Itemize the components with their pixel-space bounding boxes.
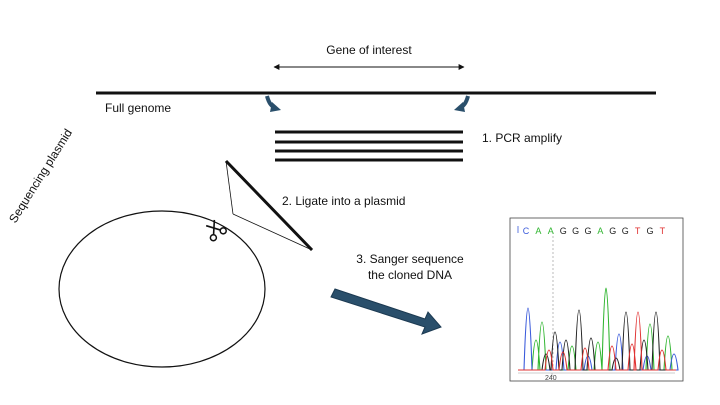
base-call: A bbox=[597, 226, 603, 236]
step1-label: 1. PCR amplify bbox=[482, 131, 563, 145]
base-call: A bbox=[548, 226, 554, 236]
plasmid-circle bbox=[58, 210, 266, 368]
insert-fragment bbox=[224, 159, 314, 252]
base-call: G bbox=[572, 226, 579, 236]
base-call: T bbox=[660, 226, 666, 236]
full-genome-label: Full genome bbox=[105, 101, 172, 115]
trace-G bbox=[518, 309, 676, 371]
primer-arrow-left bbox=[265, 95, 281, 112]
scissors-icon bbox=[205, 219, 227, 242]
base-call: G bbox=[584, 226, 591, 236]
sequence-arrow bbox=[330, 288, 442, 335]
guide-line-top bbox=[225, 160, 234, 215]
trace-T bbox=[518, 311, 676, 371]
gene-of-interest-label: Gene of interest bbox=[326, 43, 412, 57]
base-call: G bbox=[609, 226, 616, 236]
primer-arrow-right bbox=[454, 95, 470, 112]
chromatogram-position-label: 240 bbox=[545, 375, 557, 382]
step3-label-line2: the cloned DNA bbox=[367, 268, 453, 282]
base-call: C bbox=[523, 226, 530, 236]
base-call: G bbox=[646, 226, 653, 236]
step3-label-line1: 3. Sanger sequence bbox=[356, 252, 464, 266]
chromatogram-traces bbox=[518, 287, 679, 371]
step2-label: 2. Ligate into a plasmid bbox=[282, 194, 406, 208]
pcr-products bbox=[275, 130, 463, 162]
base-call: A bbox=[535, 226, 541, 236]
base-call: G bbox=[622, 226, 629, 236]
guide-line-bottom bbox=[232, 213, 313, 251]
base-call: T bbox=[635, 226, 641, 236]
base-call: G bbox=[560, 226, 567, 236]
